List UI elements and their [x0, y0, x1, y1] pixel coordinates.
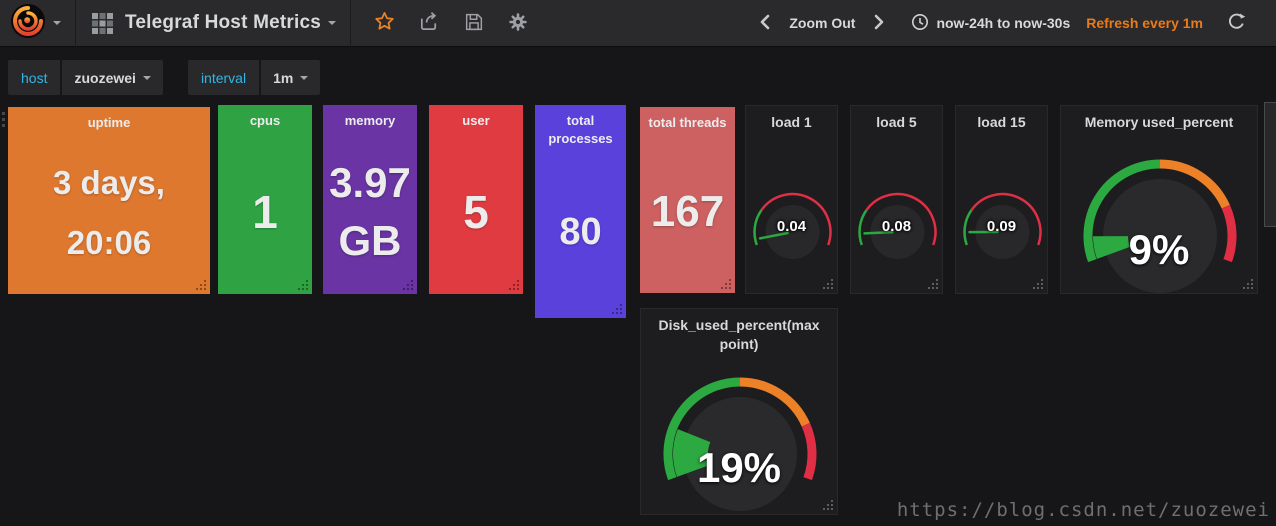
dashboard-grid-icon — [92, 12, 113, 34]
singlestat-value: 80 — [559, 211, 602, 254]
grafana-logo-icon — [10, 3, 46, 44]
load-15-gauge — [956, 146, 1049, 291]
panel-title[interactable]: uptime — [87, 115, 131, 130]
resize-handle[interactable] — [517, 288, 519, 290]
panel-total-processes: total processes 80 — [535, 105, 626, 318]
panel-title[interactable]: Memory used_percent — [1084, 114, 1234, 130]
refresh-icon — [1227, 12, 1246, 34]
chevron-right-icon — [873, 14, 885, 33]
caret-down-icon — [142, 75, 151, 84]
watermark: https://blog.csdn.net/zuozewei — [896, 499, 1270, 521]
resize-handle[interactable] — [204, 288, 206, 290]
caret-down-icon — [328, 21, 337, 29]
variable-label: host — [8, 60, 61, 95]
load-1-gauge — [746, 146, 839, 291]
panel-title[interactable]: load 5 — [876, 114, 917, 130]
partial-panel-edge — [1264, 102, 1276, 227]
variable-label: interval — [187, 60, 260, 95]
panel-total-threads: total threads 167 — [640, 107, 735, 293]
resize-handle[interactable] — [831, 287, 833, 289]
panel-user: user 5 — [429, 105, 523, 294]
separator — [75, 0, 76, 47]
resize-handle[interactable] — [729, 287, 731, 289]
separator — [350, 0, 352, 47]
dashboard-title-button[interactable]: Telegraf Host Metrics — [76, 0, 350, 46]
refresh-button[interactable] — [1227, 12, 1246, 34]
template-var-host: host zuozewei — [8, 60, 163, 95]
share-button[interactable] — [418, 10, 441, 36]
panel-load-15: load 15 0.09 — [955, 105, 1048, 294]
singlestat-value: 5 — [463, 185, 489, 238]
panel-memory-used-percent: Memory used_percent 9% — [1060, 105, 1258, 294]
time-shift-back-button[interactable] — [755, 14, 775, 33]
time-shift-forward-button[interactable] — [869, 14, 889, 33]
singlestat-value: 167 — [650, 187, 725, 237]
star-button[interactable] — [373, 10, 396, 36]
panel-title[interactable]: load 15 — [977, 114, 1026, 130]
resize-handle[interactable] — [411, 288, 413, 290]
chevron-left-icon — [759, 14, 771, 33]
panel-title[interactable]: cpus — [249, 113, 281, 128]
interval-variable-dropdown[interactable]: 1m — [261, 60, 321, 95]
panel-load-5: load 5 0.08 — [850, 105, 943, 294]
settings-button[interactable] — [507, 11, 529, 36]
refresh-interval-button[interactable]: Refresh every 1m — [1086, 15, 1203, 31]
resize-handle[interactable] — [620, 312, 622, 314]
caret-down-icon — [300, 75, 309, 84]
caret-down-icon — [53, 21, 61, 29]
singlestat-value: 1 — [252, 185, 278, 238]
gauge-value: 19% — [696, 444, 782, 491]
panel-cpus: cpus 1 — [218, 105, 312, 294]
panel-title[interactable]: Disk_used_percent(max point) — [658, 317, 820, 352]
resize-handle[interactable] — [1251, 287, 1253, 289]
panel-memory: memory 3.97 GB — [323, 105, 417, 294]
star-icon — [373, 10, 396, 36]
resize-handle[interactable] — [831, 508, 833, 510]
load-5-gauge — [851, 146, 944, 291]
memory-used-gauge — [1061, 134, 1259, 300]
panel-title[interactable]: load 1 — [771, 114, 812, 130]
grafana-main-menu-button[interactable] — [0, 0, 75, 46]
time-range-picker-button[interactable]: now-24h to now-30s — [911, 13, 1070, 34]
panel-load-1: load 1 0.04 — [745, 105, 838, 294]
disk-used-gauge — [641, 355, 839, 521]
panel-title[interactable]: total processes — [548, 113, 613, 146]
gauge-value: 0.04 — [776, 218, 807, 235]
save-button[interactable] — [463, 11, 485, 36]
share-icon — [418, 10, 441, 36]
panel-title[interactable]: total threads — [648, 115, 727, 130]
resize-handle[interactable] — [306, 288, 308, 290]
panel-disk-used-percent: Disk_used_percent(max point) 19% — [640, 308, 838, 515]
time-range-label: now-24h to now-30s — [936, 15, 1071, 31]
gauge-value: 0.08 — [881, 218, 912, 235]
gauge-value: 0.09 — [986, 218, 1017, 235]
dashboard-title: Telegraf Host Metrics — [125, 12, 322, 33]
template-var-interval: interval 1m — [187, 60, 321, 95]
gauge-value: 9% — [1128, 226, 1190, 273]
gear-icon — [507, 11, 529, 36]
clock-icon — [911, 13, 936, 34]
navbar: Telegraf Host Metrics — [0, 0, 1276, 47]
panel-title[interactable]: user — [462, 113, 490, 128]
resize-handle[interactable] — [936, 287, 938, 289]
panel-uptime: uptime 3 days, 20:06 — [8, 107, 210, 294]
row-drag-handle[interactable] — [2, 112, 5, 115]
zoom-out-button[interactable]: Zoom Out — [789, 15, 856, 31]
save-icon — [463, 11, 485, 36]
singlestat-value: 3.97 GB — [329, 158, 411, 264]
host-variable-dropdown[interactable]: zuozewei — [62, 60, 163, 95]
resize-handle[interactable] — [1041, 287, 1043, 289]
singlestat-value: 3 days, 20:06 — [53, 163, 165, 261]
panel-title[interactable]: memory — [344, 113, 396, 128]
submenu-variables: host zuozewei interval 1m — [8, 60, 345, 95]
